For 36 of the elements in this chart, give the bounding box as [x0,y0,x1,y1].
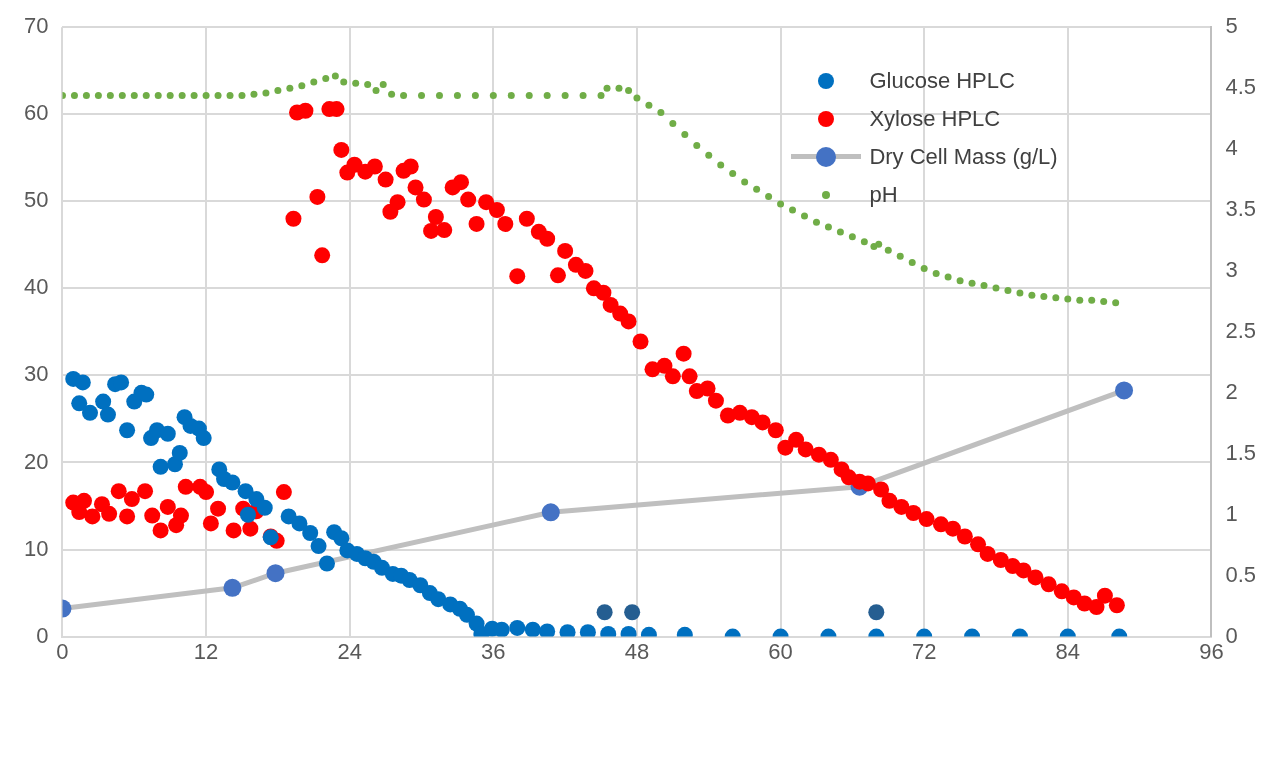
y2-tick-label: 1 [1225,500,1238,526]
x-tick-label: 24 [337,638,362,664]
y-tick-label: 30 [23,361,49,387]
y2-tick-label: 1.5 [1225,439,1257,465]
y2-tick-label: 5 [1225,13,1238,39]
y-tick-label: 70 [23,13,49,39]
y-tick-label: 0 [36,622,49,648]
legend-label: Glucose HPLC [869,68,1015,95]
legend-label: Xylose HPLC [869,106,1001,133]
x-tick-label: 0 [56,638,69,664]
x-tick-label: 96 [1199,638,1224,664]
y2-tick-label: 2 [1225,378,1238,404]
x-tick-label: 36 [481,638,506,664]
y2-tick-label: 3.5 [1225,196,1257,222]
y-tick-label: 20 [23,448,49,474]
x-tick-label: 12 [193,638,219,664]
y2-tick-label: 2.5 [1225,317,1257,343]
point [1115,381,1134,400]
x-tick-label: 48 [624,638,650,664]
y-tick-label: 10 [23,535,49,561]
y2-tick-label: 0.5 [1225,561,1257,587]
point [541,503,560,522]
legend-label: pH [869,182,898,209]
y2-tick-label: 0 [1225,622,1238,648]
y-tick-label: 40 [23,274,49,300]
y2-tick-label: 4 [1225,135,1238,161]
x-tick-label: 84 [1055,638,1081,664]
y-tick-label: 60 [23,100,49,126]
x-tick-label: 60 [768,638,793,664]
legend-label: Dry Cell Mass (g/L) [869,144,1058,171]
y2-tick-label: 3 [1225,257,1238,283]
x-tick-label: 72 [911,638,937,664]
point [266,564,285,583]
y2-tick-label: 4.5 [1225,74,1257,100]
y-tick-label: 50 [23,187,49,213]
point [223,578,242,597]
